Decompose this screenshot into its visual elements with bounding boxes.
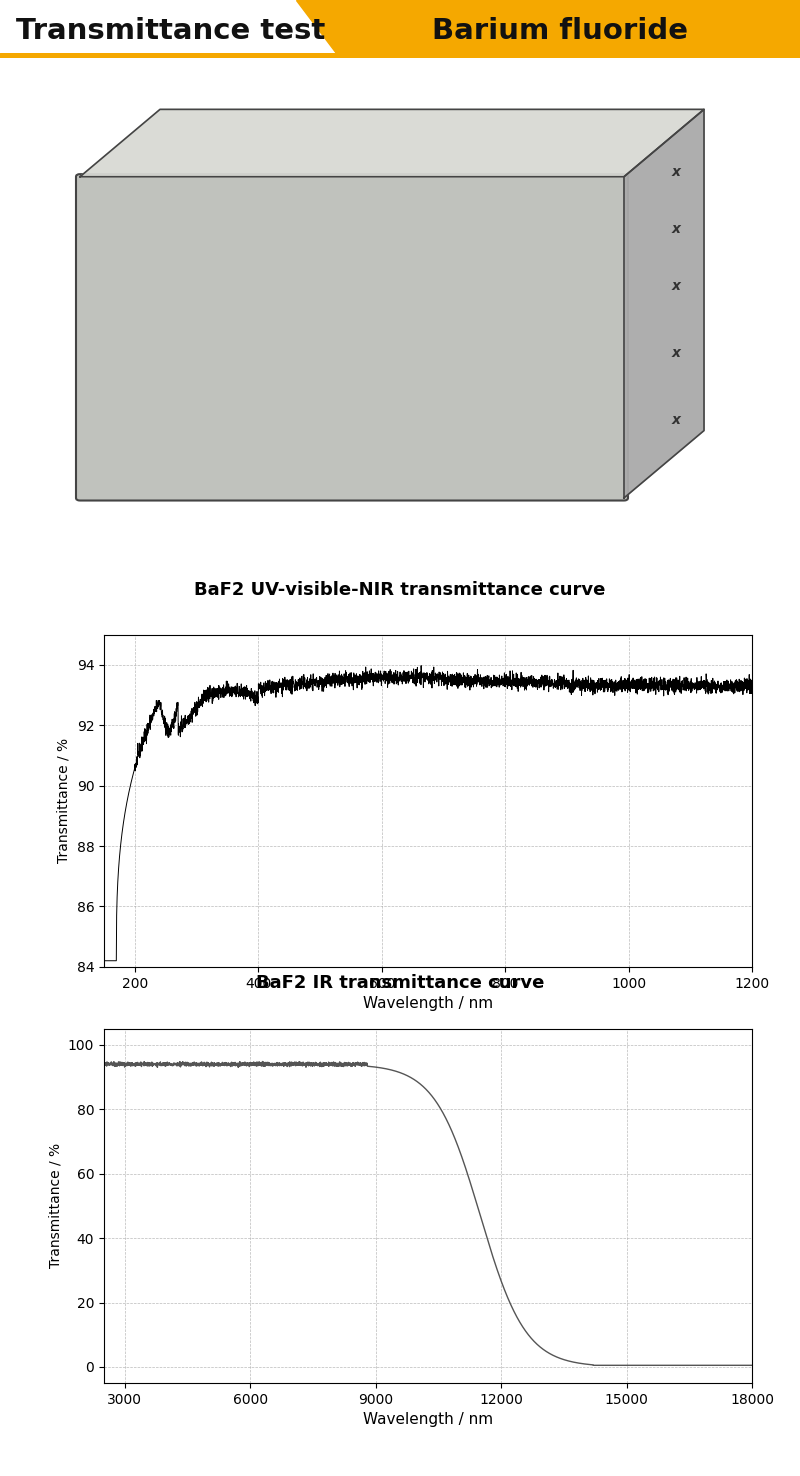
Y-axis label: Transmittance / %: Transmittance / %	[48, 1144, 62, 1268]
Text: x: x	[671, 413, 681, 427]
X-axis label: Wavelength / nm: Wavelength / nm	[363, 1413, 493, 1427]
X-axis label: Wavelength / nm: Wavelength / nm	[363, 996, 493, 1011]
Polygon shape	[624, 109, 704, 497]
Text: x: x	[671, 279, 681, 292]
Text: BaF2 UV-visible-NIR transmittance curve: BaF2 UV-visible-NIR transmittance curve	[194, 582, 606, 599]
Polygon shape	[80, 109, 704, 177]
Text: BaF2 IR transmittance curve: BaF2 IR transmittance curve	[256, 974, 544, 992]
FancyBboxPatch shape	[76, 174, 628, 500]
Text: x: x	[671, 345, 681, 360]
Text: Transmittance test: Transmittance test	[16, 16, 326, 44]
Text: Barium fluoride: Barium fluoride	[432, 16, 688, 44]
Text: x: x	[671, 164, 681, 179]
Y-axis label: Transmittance / %: Transmittance / %	[57, 738, 71, 863]
Text: x: x	[671, 221, 681, 236]
Polygon shape	[296, 0, 800, 53]
